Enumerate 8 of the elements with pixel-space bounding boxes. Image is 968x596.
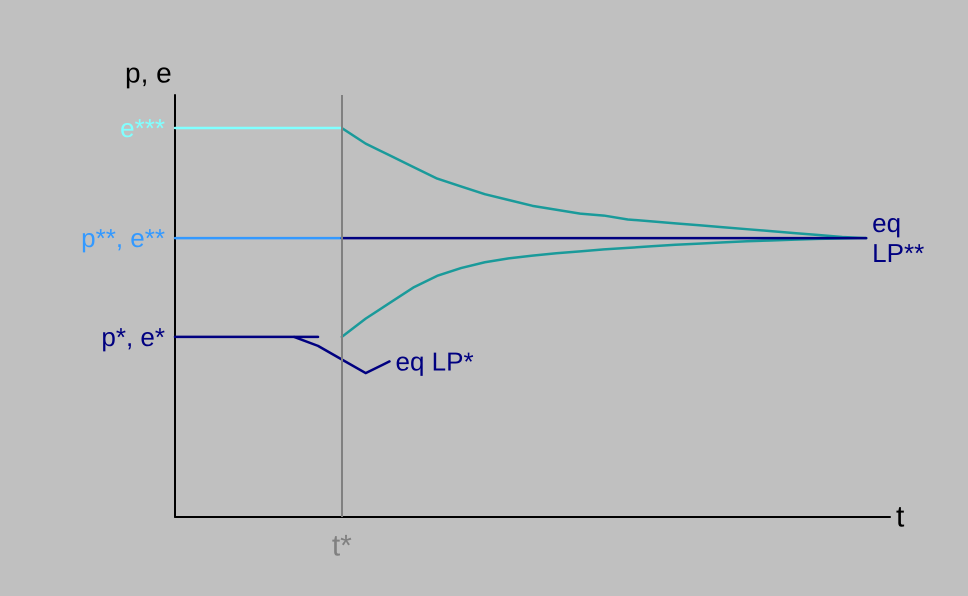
- x-axis-title: t: [896, 500, 905, 534]
- text: t*: [332, 530, 352, 562]
- series-label: p**, e**: [81, 223, 165, 254]
- series-label: p*, e*: [101, 322, 165, 352]
- series-label: eq LP**: [872, 208, 924, 268]
- y-axis-title: p, e: [125, 58, 172, 88]
- series-label: eq LP*: [396, 346, 474, 376]
- series-label: e***: [120, 113, 165, 144]
